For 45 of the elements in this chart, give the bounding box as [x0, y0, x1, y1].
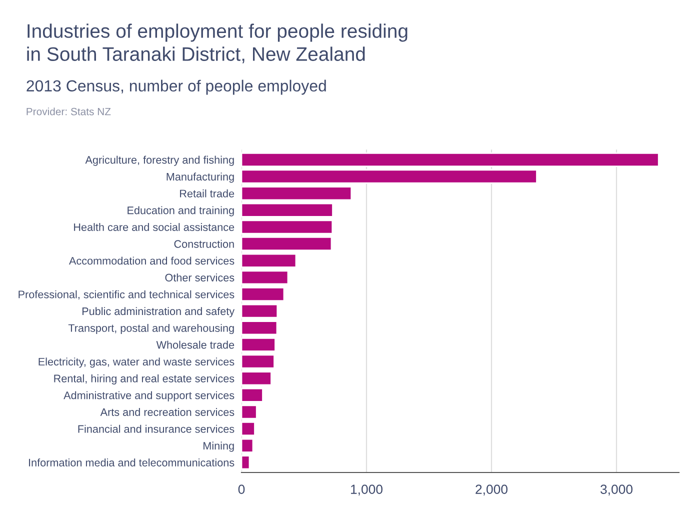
bar: [242, 270, 289, 285]
bar: [242, 371, 272, 386]
y-tick-label: Arts and recreation services: [100, 408, 234, 416]
y-tick-label: Retail trade: [180, 189, 234, 198]
y-tick-label: Administrative and support services: [64, 391, 234, 402]
chart-title: Industries of employment for people residing in South Taranaki District, New Zealand: [27, 24, 408, 64]
x-tick-label: 3,000: [600, 484, 632, 496]
y-tick-label: Accommodation and food services: [68, 256, 234, 265]
bar: [242, 404, 258, 420]
bar: [242, 286, 285, 302]
y-tick-label: Mining: [204, 442, 234, 452]
bar: [242, 422, 256, 436]
bar: [242, 169, 538, 184]
x-tick-label: 2,000: [476, 484, 508, 496]
bar: [242, 220, 334, 234]
bar: [242, 304, 278, 318]
bar: [242, 202, 334, 218]
bar: [242, 320, 278, 336]
y-tick-label: Professional, scientific and technical services: [18, 290, 234, 300]
chart-subtitle: 2013 Census, number of people employed: [26, 80, 326, 95]
y-tick-label: Electricity, gas, water and waste services: [38, 358, 234, 368]
y-tick-label: Public administration and safety: [82, 307, 235, 318]
bar: [242, 152, 660, 167]
bar: [242, 438, 254, 453]
y-tick-label: Agriculture, forestry and fishing: [85, 156, 234, 166]
y-tick-label: Health care and social assistance: [74, 223, 234, 232]
bar: [242, 186, 352, 201]
y-tick-label: Rental, hiring and real estate services: [54, 374, 234, 384]
y-tick-label: Other services: [165, 274, 234, 282]
x-tick-label: 0: [238, 484, 245, 494]
x-tick-label: 1,000: [351, 484, 382, 496]
bar: [242, 337, 276, 352]
bar: [242, 236, 332, 252]
bar: [242, 253, 297, 268]
y-tick-label: Transport, postal and warehousing: [68, 324, 234, 334]
bar: [242, 388, 264, 402]
y-tick-label: Education and training: [128, 206, 234, 216]
y-tick-label: Manufacturing: [166, 172, 234, 183]
text: Provider: Stats NZ: [26, 108, 111, 116]
y-tick-label: Wholesale trade: [156, 340, 234, 349]
y-tick-label: Construction: [174, 240, 234, 248]
bar: [242, 455, 250, 470]
y-tick-label: Information media and telecommunications: [29, 458, 234, 466]
bar: [242, 354, 275, 369]
y-tick-label: Financial and insurance services: [78, 424, 234, 433]
